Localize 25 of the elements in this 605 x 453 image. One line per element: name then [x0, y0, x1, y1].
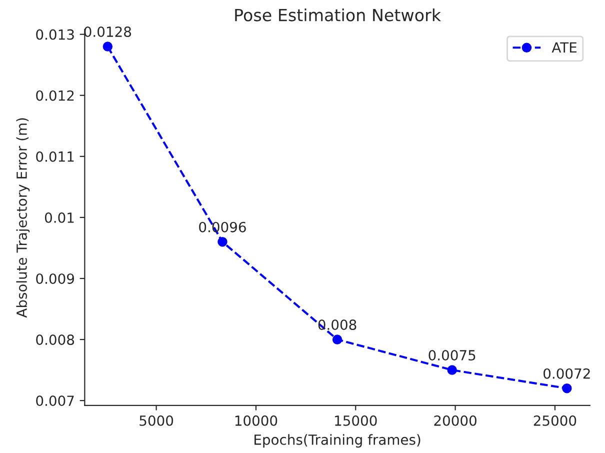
y-tick-label: 0.007 — [36, 396, 74, 406]
data-label: 0.0072 — [544, 368, 590, 379]
y-tick-label: 0.008 — [36, 334, 74, 345]
x-tick-label: 15000 — [335, 415, 377, 426]
point — [562, 383, 572, 394]
point — [218, 236, 228, 247]
x-tick-label: 25000 — [534, 415, 576, 426]
data-label: 0.0075 — [428, 350, 476, 361]
x-tick-label: 10000 — [235, 415, 278, 426]
legend-label: ATE — [552, 42, 576, 52]
point — [102, 42, 113, 52]
y-tick-label: 0.013 — [36, 29, 74, 40]
y-tick-label: 0.012 — [36, 90, 74, 101]
data-label: 0.0096 — [199, 222, 246, 232]
chart-title: Pose Estimation Network — [235, 8, 441, 22]
data-label: 0.008 — [318, 319, 356, 330]
x-tick-label: 20000 — [434, 415, 476, 426]
y-tick-label: 0.009 — [36, 273, 74, 284]
x-axis-title: Epochs(Training frames) — [254, 434, 420, 448]
x-tick-label: 5000 — [140, 415, 174, 426]
y-tick-label: 0.011 — [36, 151, 74, 162]
y-tick-label: 0.01 — [44, 212, 74, 223]
y-axis-title: Absolute Trajectory Error (m) — [16, 118, 30, 318]
point — [332, 334, 342, 344]
point — [447, 365, 457, 375]
